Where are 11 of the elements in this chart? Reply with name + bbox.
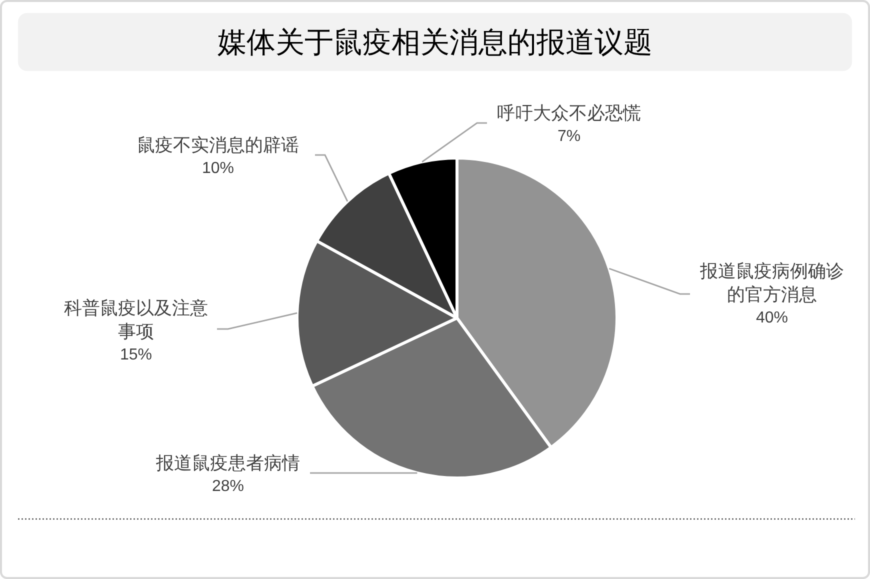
data-label: 28% (212, 478, 244, 495)
slice-label: 科普鼠疫以及注意事项 (64, 298, 208, 342)
slice-label: 呼吁大众不必恐慌 (497, 103, 641, 123)
chart-title: 媒体关于鼠疫相关消息的报道议题 (218, 27, 652, 59)
data-label: 7% (557, 128, 581, 145)
data-label: 40% (756, 310, 788, 326)
data-label: 10% (202, 160, 234, 177)
slice-label: 鼠疫不实消息的辟谣 (137, 135, 299, 155)
slice-label: 报道鼠疫患者病情 (155, 453, 300, 473)
data-label: 15% (120, 346, 152, 364)
slice-label: 报道鼠疫病例确诊的官方消息 (699, 261, 844, 304)
